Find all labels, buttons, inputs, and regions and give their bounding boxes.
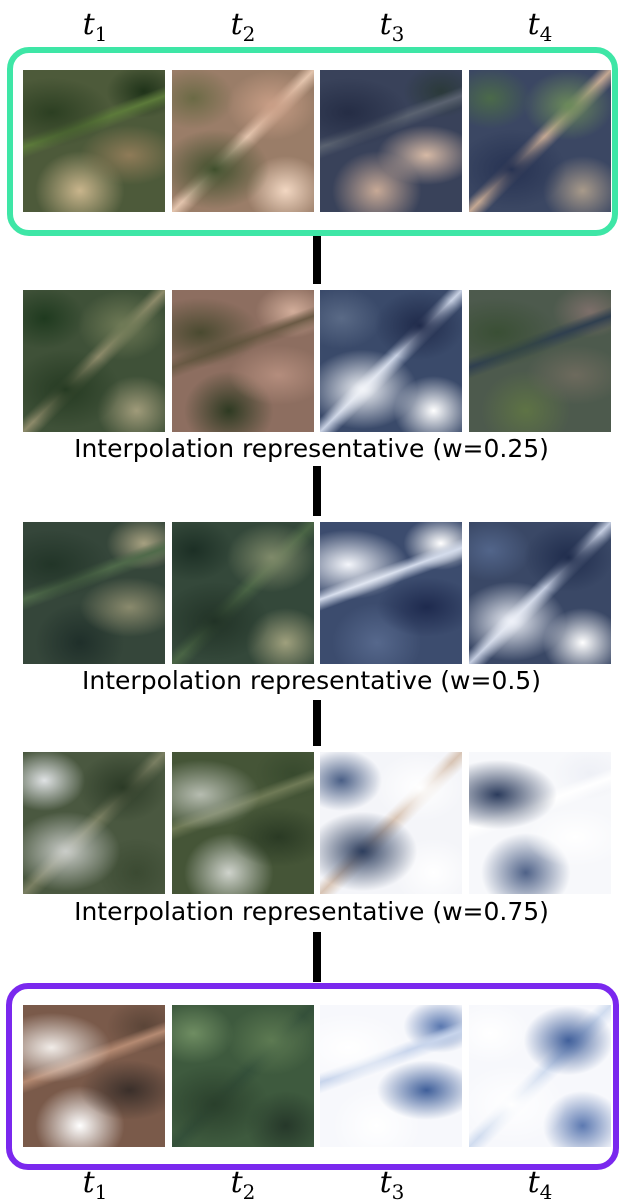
image-tile-w025-t1: [23, 290, 165, 432]
image-tile-anchor-end-t2: [172, 1005, 314, 1147]
time-label-sub: 4: [539, 22, 553, 46]
anchor-end-frame: [6, 983, 619, 1170]
time-label-sub: 1: [94, 22, 108, 46]
time-label-var: t: [82, 7, 95, 42]
image-tile-anchor-start-t3: [320, 70, 462, 212]
image-tile-w05-t2: [172, 522, 314, 664]
time-label-sub: 1: [94, 1180, 108, 1204]
time-label-var: t: [230, 1165, 243, 1200]
image-tile-anchor-start-t1: [23, 70, 165, 212]
time-label-var: t: [379, 1165, 392, 1200]
time-label-bottom-t4: t4: [510, 1165, 570, 1204]
image-tile-w025-t3: [320, 290, 462, 432]
image-tile-w075-t1: [23, 752, 165, 894]
image-tile-anchor-end-t1: [23, 1005, 165, 1147]
image-tile-w075-t4: [469, 752, 611, 894]
image-tile-anchor-end-t4: [469, 1005, 611, 1147]
caption-w05: Interpolation representative (w=0.5): [82, 666, 541, 695]
image-tile-anchor-start-t4: [469, 70, 611, 212]
caption-w075: Interpolation representative (w=0.75): [74, 897, 549, 926]
image-tile-w05-t3: [320, 522, 462, 664]
time-label-top-t3: t3: [362, 7, 422, 46]
image-tile-anchor-end-t3: [320, 1005, 462, 1147]
image-tile-w075-t3: [320, 752, 462, 894]
anchor-start-frame: [7, 47, 618, 236]
time-label-var: t: [527, 1165, 540, 1200]
image-tile-w075-t2: [172, 752, 314, 894]
connector-3: [313, 700, 321, 746]
time-label-var: t: [527, 7, 540, 42]
time-label-bottom-t3: t3: [362, 1165, 422, 1204]
time-label-bottom-t1: t1: [65, 1165, 125, 1204]
connector-1: [313, 236, 321, 284]
connector-4: [313, 932, 321, 982]
time-label-var: t: [230, 7, 243, 42]
time-label-top-t4: t4: [510, 7, 570, 46]
time-label-sub: 2: [242, 1180, 256, 1204]
time-label-var: t: [379, 7, 392, 42]
time-label-top-t1: t1: [65, 7, 125, 46]
image-tile-anchor-start-t2: [172, 70, 314, 212]
image-tile-w05-t4: [469, 522, 611, 664]
caption-w025: Interpolation representative (w=0.25): [74, 434, 549, 463]
image-tile-w025-t2: [172, 290, 314, 432]
time-label-sub: 3: [391, 1180, 405, 1204]
time-label-sub: 4: [539, 1180, 553, 1204]
time-label-var: t: [82, 1165, 95, 1200]
time-label-bottom-t2: t2: [213, 1165, 273, 1204]
time-label-top-t2: t2: [213, 7, 273, 46]
image-tile-w05-t1: [23, 522, 165, 664]
time-label-sub: 3: [391, 22, 405, 46]
image-tile-w025-t4: [469, 290, 611, 432]
connector-2: [313, 466, 321, 516]
time-label-sub: 2: [242, 22, 256, 46]
